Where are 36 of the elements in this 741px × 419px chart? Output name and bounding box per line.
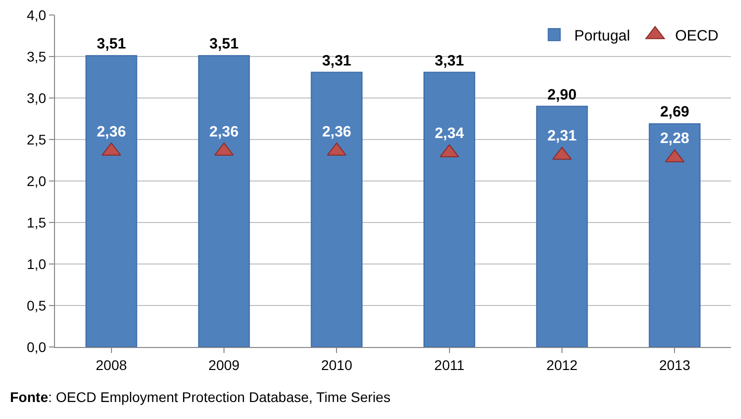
data-label: 2,36 — [96, 123, 126, 140]
x-tick-label: 2013 — [659, 356, 690, 373]
data-label: 2,34 — [434, 125, 465, 142]
data-label: 2,31 — [547, 128, 577, 145]
data-label: 3,31 — [434, 52, 464, 70]
y-tick-label: 3,5 — [26, 48, 46, 64]
x-tick-label: 2010 — [321, 356, 352, 373]
bar — [648, 123, 701, 347]
y-tick-label: 0,5 — [26, 297, 46, 314]
data-label: 3,51 — [96, 36, 126, 53]
x-tick-label: 2011 — [434, 356, 465, 373]
data-label: 3,31 — [322, 52, 352, 70]
data-label: 2,28 — [660, 130, 690, 148]
y-tick-label: 1,5 — [26, 214, 46, 230]
data-label: 2,90 — [547, 86, 577, 104]
y-tick-label: 2,0 — [26, 172, 46, 189]
bar — [423, 72, 476, 347]
x-tick-label: 2009 — [208, 356, 240, 373]
y-tick-label: 3,0 — [26, 90, 46, 106]
legend-label: Portugal — [574, 27, 630, 44]
data-label: 3,51 — [209, 36, 239, 53]
x-tick-label: 2008 — [96, 356, 128, 373]
legend-label: OECD — [675, 27, 719, 44]
data-label: 2,36 — [322, 123, 352, 140]
y-tick-label: 1,0 — [26, 256, 46, 272]
y-tick-label: 4,0 — [26, 6, 46, 23]
y-tick-label: 0,0 — [26, 338, 46, 355]
source-note: Fonte: OECD Employment Protection Database, Time Series — [10, 389, 390, 405]
x-tick-label: 2012 — [546, 356, 578, 373]
bar — [310, 72, 363, 347]
data-label: 2,69 — [660, 104, 690, 121]
bar — [198, 55, 250, 347]
bar — [536, 106, 588, 347]
bar — [85, 55, 138, 347]
y-tick-label: 2,5 — [26, 131, 46, 148]
data-label: 2,36 — [209, 123, 239, 140]
